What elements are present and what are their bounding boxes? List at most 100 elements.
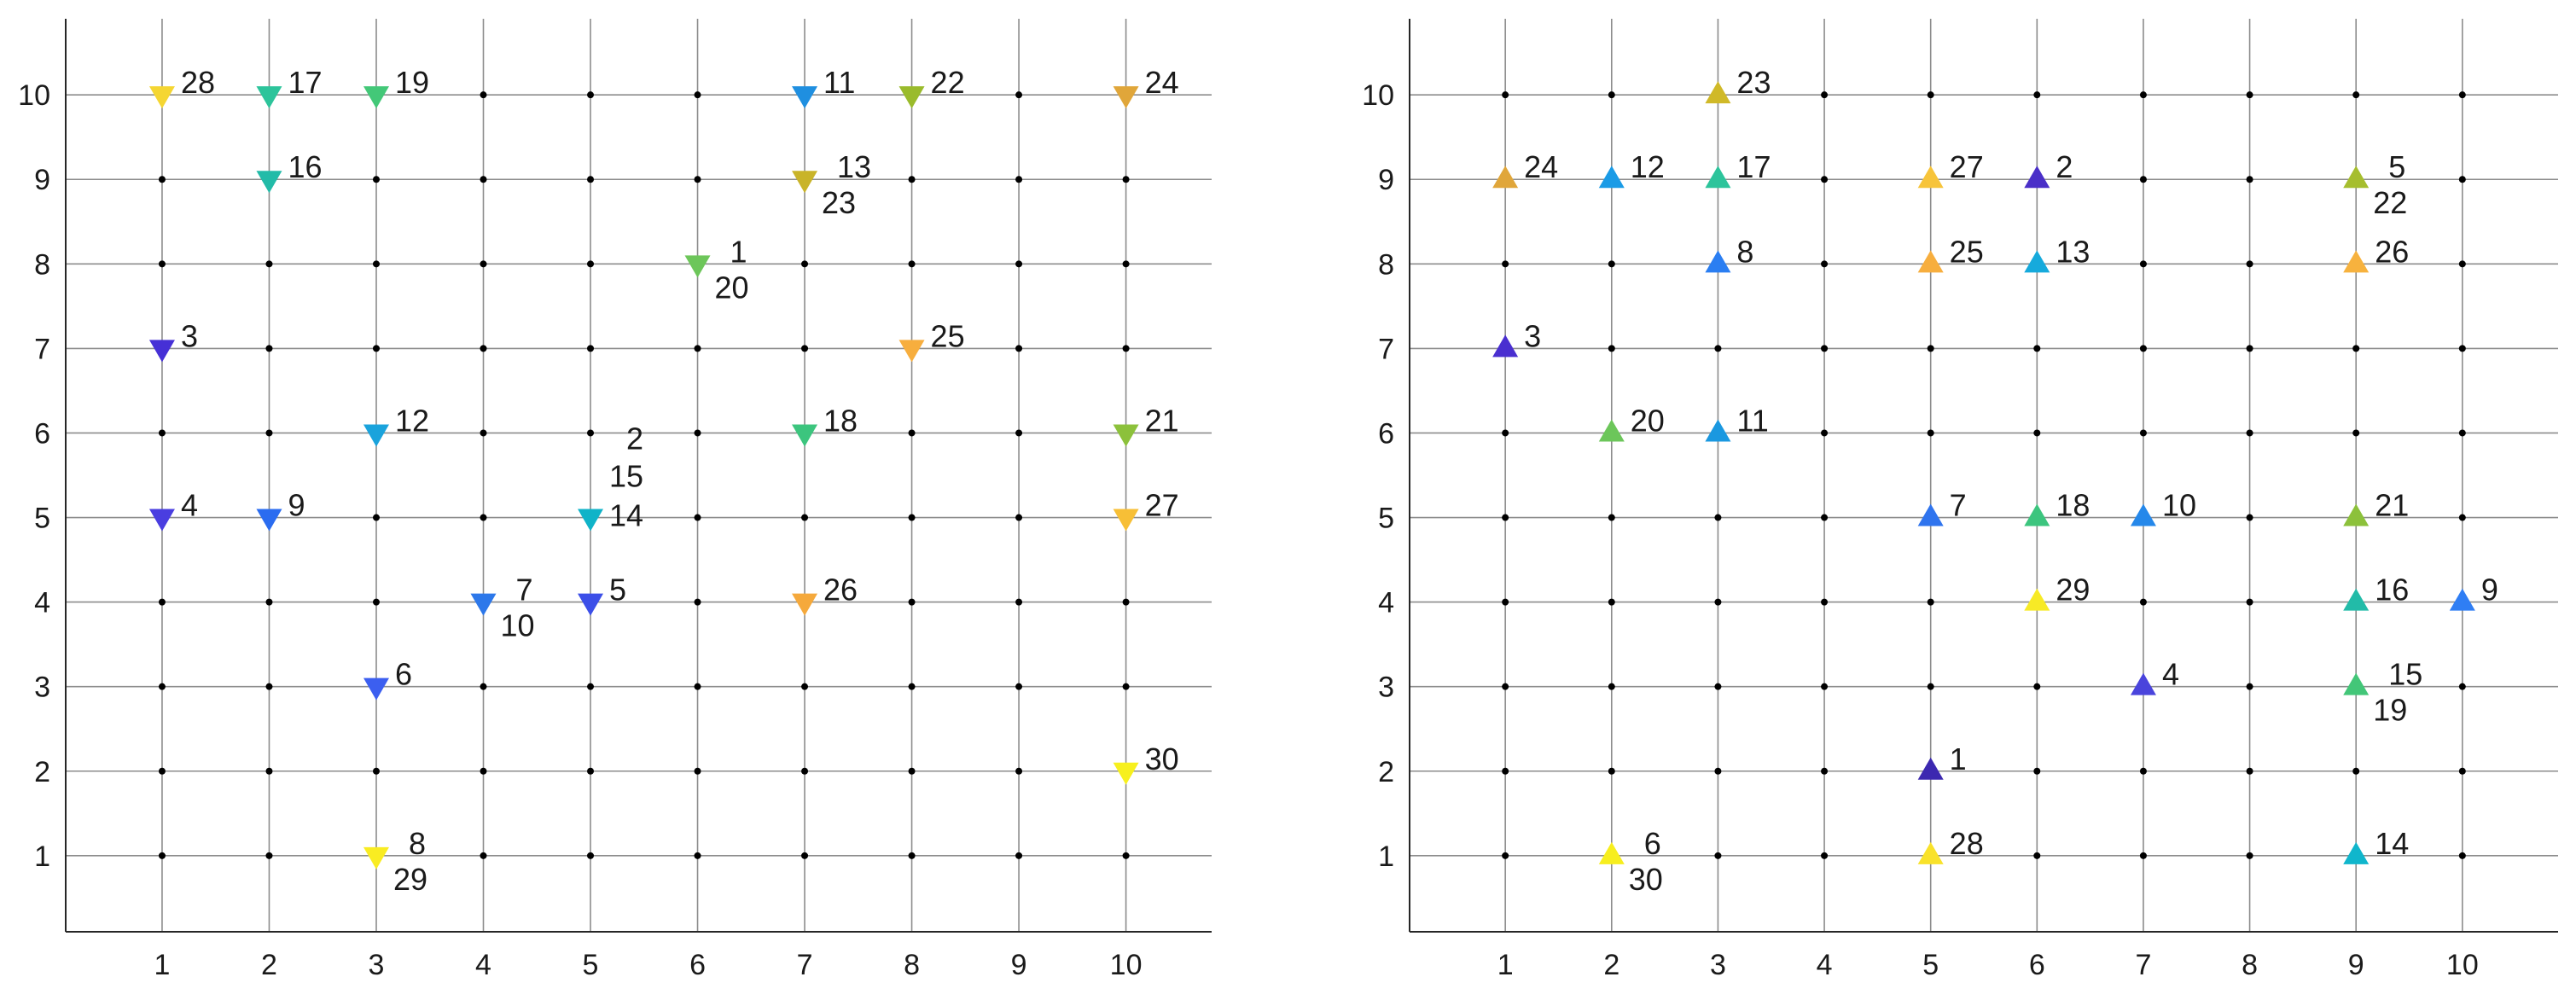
grid-intersection-dot	[1502, 683, 1509, 690]
grid-intersection-dot	[1714, 598, 1722, 606]
grid-intersection-dot	[1015, 429, 1023, 437]
y-tick-label: 4	[1378, 587, 1394, 619]
data-point-marker	[2024, 588, 2050, 611]
grid-intersection-dot	[2033, 767, 2041, 775]
data-point-label: 9	[288, 488, 305, 523]
grid-intersection-dot	[1927, 429, 1934, 437]
data-point-label: 12	[395, 403, 429, 438]
grid-intersection-dot	[801, 683, 809, 690]
data-point-marker	[1917, 503, 1944, 526]
data-point-marker	[2343, 250, 2370, 273]
grid-intersection-dot	[694, 767, 701, 775]
grid-intersection-dot	[480, 260, 487, 268]
grid-intersection-dot	[265, 598, 273, 606]
grid-intersection-dot	[1821, 598, 1829, 606]
grid-intersection-dot	[2246, 852, 2253, 859]
grid-intersection-dot	[158, 767, 166, 775]
grid-intersection-dot	[2033, 852, 2041, 859]
x-tick-label: 7	[797, 949, 813, 981]
grid-intersection-dot	[908, 683, 916, 690]
data-point-marker	[256, 171, 282, 194]
x-tick-label: 1	[1497, 949, 1514, 981]
grid-intersection-dot	[1821, 683, 1829, 690]
grid-intersection-dot	[908, 598, 916, 606]
grid-intersection-dot	[587, 260, 595, 268]
data-point-label: 21	[2375, 488, 2409, 523]
grid-intersection-dot	[1608, 91, 1615, 99]
data-point-marker	[1598, 841, 1625, 864]
grid-intersection-dot	[2139, 598, 2147, 606]
grid-intersection-dot	[1015, 345, 1023, 352]
grid-intersection-dot	[265, 683, 273, 690]
grid-intersection-dot	[1821, 429, 1829, 437]
data-point-label: 25	[1950, 234, 1984, 269]
x-tick-label: 1	[154, 949, 171, 981]
data-point-marker	[792, 593, 818, 616]
data-point-label: 3	[1524, 318, 1541, 353]
data-point-marker	[792, 86, 818, 109]
data-point-label: 11	[823, 65, 855, 100]
data-point-marker	[256, 86, 282, 109]
data-point-marker	[1113, 424, 1139, 447]
grid-intersection-dot	[1502, 598, 1509, 606]
data-point-label: 19	[395, 65, 429, 100]
grid-intersection-dot	[694, 91, 701, 99]
grid-intersection-dot	[2458, 91, 2466, 99]
x-tick-label: 9	[1011, 949, 1027, 981]
x-tick-label: 2	[1603, 949, 1619, 981]
data-point-marker	[2343, 672, 2370, 695]
y-tick-label: 7	[1378, 333, 1394, 365]
data-point-marker	[2343, 588, 2370, 611]
grid-intersection-dot	[2033, 683, 2041, 690]
data-point-label: 6	[395, 657, 412, 692]
grid-intersection-dot	[1821, 345, 1829, 352]
grid-intersection-dot	[587, 345, 595, 352]
grid-intersection-dot	[2139, 429, 2147, 437]
data-point-marker	[1705, 81, 1731, 104]
data-point-label: 16	[288, 149, 322, 184]
grid-intersection-dot	[908, 852, 916, 859]
x-tick-label: 5	[583, 949, 599, 981]
grid-intersection-dot	[1122, 852, 1130, 859]
grid-intersection-dot	[1608, 767, 1615, 775]
data-point-marker	[363, 424, 389, 447]
grid-intersection-dot	[1927, 345, 1934, 352]
data-point-marker	[363, 677, 389, 701]
data-point-label: 3	[181, 318, 198, 353]
data-point-label: 14	[2375, 826, 2409, 861]
grid-intersection-dot	[694, 598, 701, 606]
grid-intersection-dot	[587, 852, 595, 859]
grid-intersection-dot	[1821, 852, 1829, 859]
grid-intersection-dot	[1714, 514, 1722, 521]
data-point-label: 7	[1950, 488, 1967, 523]
data-point-label: 29	[2056, 573, 2090, 608]
grid-intersection-dot	[265, 260, 273, 268]
data-point-marker	[1917, 166, 1944, 189]
data-point-label: 5	[2388, 149, 2405, 184]
grid-intersection-dot	[480, 91, 487, 99]
x-tick-label: 4	[475, 949, 491, 981]
grid-intersection-dot	[2458, 514, 2466, 521]
x-tick-label: 6	[689, 949, 706, 981]
data-point-marker	[2130, 503, 2156, 526]
grid-intersection-dot	[372, 767, 380, 775]
data-point-label: 16	[2375, 573, 2409, 608]
data-point-label: 4	[2162, 657, 2179, 692]
data-point-marker	[256, 509, 282, 532]
y-tick-label: 4	[34, 587, 50, 619]
data-point-marker	[684, 255, 711, 278]
data-point-label: 15	[609, 459, 643, 494]
grid-intersection-dot	[2246, 429, 2253, 437]
grid-intersection-dot	[587, 429, 595, 437]
data-point-label: 10	[2162, 488, 2196, 523]
grid-intersection-dot	[480, 514, 487, 521]
grid-intersection-dot	[2246, 767, 2253, 775]
grid-intersection-dot	[1502, 767, 1509, 775]
grid-intersection-dot	[2246, 260, 2253, 268]
y-tick-label: 3	[1378, 672, 1394, 704]
data-point-marker	[1598, 166, 1625, 189]
data-point-label: 4	[181, 488, 198, 523]
data-point-marker	[148, 509, 175, 532]
data-point-label: 26	[823, 573, 858, 608]
